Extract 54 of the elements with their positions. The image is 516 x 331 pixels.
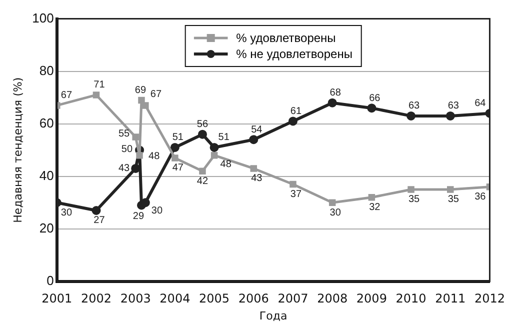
y-tick-label: 60 (39, 115, 54, 130)
x-tick-label: 2003 (120, 292, 151, 306)
y-tick-label: 80 (39, 62, 54, 78)
x-tick-label: 2005 (199, 292, 230, 306)
data-label: 37 (290, 188, 302, 200)
data-label: 63 (448, 100, 460, 112)
x-tick-label: 2002 (80, 292, 112, 306)
x-tick-label: 2004 (160, 292, 190, 306)
data-label: 67 (150, 89, 162, 100)
data-label: 48 (148, 151, 160, 162)
x-tick-label: 2012 (474, 292, 506, 306)
x-tick-label: 2008 (317, 292, 348, 306)
data-label: 56 (196, 119, 208, 130)
data-label: 43 (118, 163, 130, 174)
data-label: 68 (330, 88, 342, 99)
data-label: 47 (172, 162, 184, 174)
data-label: 36 (474, 192, 486, 203)
data-label: 66 (369, 92, 381, 104)
legend-label: % не удовлетворены (236, 46, 352, 61)
data-label: 55 (118, 128, 130, 140)
data-label: 35 (408, 194, 420, 206)
data-label: 30 (151, 205, 163, 216)
data-label: 29 (132, 210, 144, 222)
data-label: 42 (196, 176, 208, 187)
data-label: 30 (330, 207, 342, 218)
x-tick-label: 2001 (42, 292, 72, 306)
data-label: 51 (218, 132, 230, 144)
data-label: 63 (408, 100, 420, 112)
x-tick-label: 2010 (396, 292, 426, 306)
y-tick-label: 20 (39, 220, 54, 236)
data-label: 67 (60, 90, 72, 102)
x-tick-label: 2006 (238, 292, 269, 306)
x-tick-label: 2009 (356, 292, 387, 306)
y-tick-label: 40 (39, 168, 54, 183)
data-label: 48 (220, 159, 232, 170)
x-tick-label: 2007 (278, 292, 308, 306)
data-label: 64 (474, 98, 486, 110)
y-axis-title: Недавняя тенденция (%) (11, 77, 24, 223)
data-label: 71 (94, 80, 106, 91)
data-label: 27 (94, 215, 106, 226)
x-axis-title: Года (259, 309, 288, 322)
data-label: 32 (369, 202, 381, 214)
x-tick-label: 2011 (435, 292, 466, 306)
data-label: 50 (121, 144, 133, 155)
data-label: 51 (172, 132, 184, 144)
legend-label: % удовлетворены (236, 30, 336, 45)
data-label: 35 (448, 194, 460, 206)
data-label: 54 (251, 124, 263, 136)
data-label: 69 (134, 84, 146, 96)
data-label: 30 (60, 207, 72, 218)
data-label: 43 (251, 173, 263, 184)
y-tick-label: 100 (32, 10, 54, 26)
data-label: 61 (290, 106, 302, 117)
y-tick-label: 0 (46, 272, 54, 288)
